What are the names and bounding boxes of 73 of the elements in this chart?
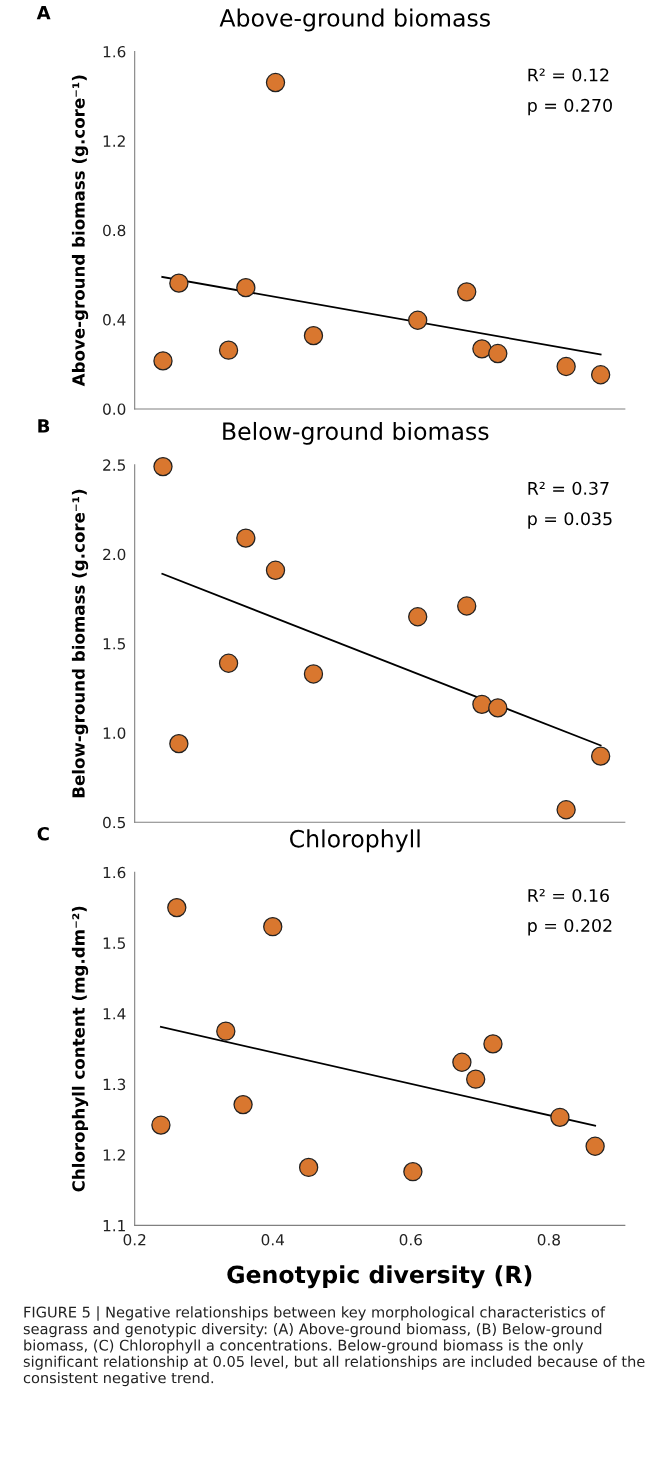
y-tick-label: 1.5 xyxy=(103,638,126,650)
y-tick-label: 0.4 xyxy=(103,314,126,326)
point xyxy=(488,698,508,718)
y-tick-label: 1.1 xyxy=(103,1220,125,1232)
point xyxy=(472,694,492,715)
y-tick-label: 1.2 xyxy=(103,1149,125,1161)
point xyxy=(408,310,428,330)
point xyxy=(457,282,477,302)
y-axis-title: Above-ground biomass (g.core⁻¹) xyxy=(71,75,89,387)
x-axis-title: Genotypic diversity (R) xyxy=(227,1265,532,1289)
point xyxy=(452,1052,472,1072)
y-tick-label: 0.5 xyxy=(103,816,126,829)
point xyxy=(556,356,576,377)
annotation: R² = 0.12 xyxy=(528,68,609,82)
point xyxy=(151,1115,171,1135)
x-tick-label: 0.4 xyxy=(261,1233,285,1246)
point xyxy=(472,339,492,359)
point xyxy=(303,664,324,684)
x-tick-label: 0.8 xyxy=(537,1233,560,1246)
point xyxy=(590,365,611,385)
point xyxy=(167,897,187,918)
point xyxy=(556,800,576,820)
point xyxy=(483,1034,503,1054)
point xyxy=(169,273,189,293)
point xyxy=(236,528,256,548)
x-tick-label: 0.6 xyxy=(399,1233,422,1246)
annotation: R² = 0.37 xyxy=(528,481,609,495)
point xyxy=(403,1162,423,1182)
point xyxy=(153,456,173,477)
point xyxy=(585,1136,605,1156)
text: C xyxy=(37,826,49,841)
point xyxy=(265,72,286,93)
point xyxy=(218,340,239,360)
point xyxy=(263,916,283,937)
point xyxy=(408,607,428,627)
point xyxy=(488,343,508,364)
y-tick-label: 0.0 xyxy=(103,403,126,415)
y-tick-label: 0.8 xyxy=(103,224,126,237)
y-tick-label: 2.0 xyxy=(103,548,126,561)
text: A xyxy=(36,5,51,20)
y-tick-label: 1.6 xyxy=(103,45,126,58)
y-tick-label: 1.2 xyxy=(103,135,125,147)
point xyxy=(298,1157,319,1178)
annotation: p = 0.202 xyxy=(528,918,612,936)
text: B xyxy=(38,419,50,433)
point xyxy=(550,1107,570,1127)
annotation: p = 0.035 xyxy=(528,512,612,529)
chart-title: Chlorophyll xyxy=(290,829,420,853)
annotation: R² = 0.16 xyxy=(528,888,609,903)
point xyxy=(265,560,286,580)
y-tick-label: 1.6 xyxy=(103,866,126,879)
point xyxy=(466,1069,486,1089)
y-tick-label: 1.0 xyxy=(103,727,126,739)
x-tick-label: 0.2 xyxy=(123,1233,146,1246)
chart-title: Below-ground biomass xyxy=(223,421,489,445)
caption: FIGURE 5 | Negative relationships between key morphological characteristics of seagrass and genotypic diversity: (A) Above-ground biomass, (B) Below-ground biomass, (C) Chlorophyll a concentrations. Below-ground biomass is the only significant relationship at 0.05 level, but all relationships are included because of the consistent negative trend. xyxy=(23,1306,645,1387)
annotation: p = 0.270 xyxy=(528,98,612,116)
y-tick-label: 1.3 xyxy=(103,1078,126,1091)
point xyxy=(216,1021,236,1041)
point xyxy=(169,733,189,754)
y-tick-label: 2.5 xyxy=(103,459,126,471)
y-axis-title: Chlorophyll content (mg.dm⁻²) xyxy=(71,906,89,1192)
point xyxy=(590,746,611,766)
point xyxy=(233,1094,253,1115)
point xyxy=(218,653,239,673)
point xyxy=(303,325,324,346)
y-axis-title: Below-ground biomass (g.core⁻¹) xyxy=(71,489,89,798)
chart-title: Above-ground biomass xyxy=(219,8,490,32)
point xyxy=(153,351,173,371)
y-tick-label: 1.5 xyxy=(103,937,126,949)
y-tick-label: 1.4 xyxy=(103,1008,126,1020)
point xyxy=(457,596,477,616)
point xyxy=(236,277,256,298)
